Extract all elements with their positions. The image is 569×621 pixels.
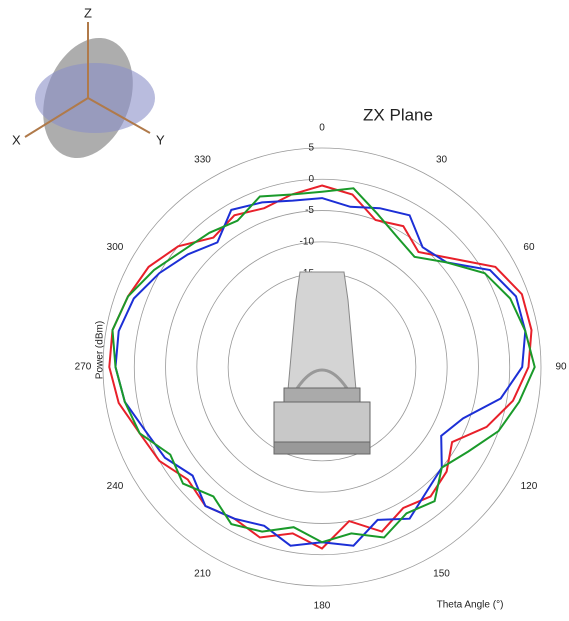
theta-tick-label: 150: [433, 569, 450, 580]
grid-circle: [165, 210, 479, 524]
series-line: [108, 184, 533, 550]
grid-circle: [102, 147, 542, 587]
theta-tick-label: 0: [319, 123, 325, 134]
r-tick-label: 5: [308, 143, 314, 154]
plot: -15-10-505030609012015018021024027030033…: [75, 123, 567, 612]
antenna: [273, 271, 371, 455]
theta-tick-label: 330: [194, 155, 211, 166]
grid-circle: [196, 241, 448, 493]
theta-tick-label: 30: [436, 155, 448, 166]
theta-tick-label: 240: [107, 481, 124, 492]
theta-tick-label: 270: [75, 362, 92, 373]
grid-circle: [133, 178, 511, 556]
theta-tick-label: 60: [523, 242, 535, 253]
axes-icon: Z X Y: [12, 5, 165, 159]
theta-tick-label: 90: [555, 362, 567, 373]
r-tick-label: -5: [305, 205, 314, 216]
theta-tick-label: 180: [314, 601, 331, 612]
r-tick-label: 0: [308, 174, 314, 185]
theta-tick-label: 210: [194, 569, 211, 580]
axis-label: X: [12, 132, 21, 147]
theta-tick-label: 300: [107, 242, 124, 253]
axis-label: Y: [156, 132, 165, 147]
series-line: [111, 187, 536, 544]
theta-label: Theta Angle (°): [437, 600, 504, 611]
r-label: Power (dBm): [95, 321, 106, 379]
axis-label: Z: [84, 5, 92, 20]
r-tick-label: -10: [300, 236, 315, 247]
chart-title: ZX Plane: [363, 105, 433, 124]
theta-tick-label: 120: [521, 481, 538, 492]
